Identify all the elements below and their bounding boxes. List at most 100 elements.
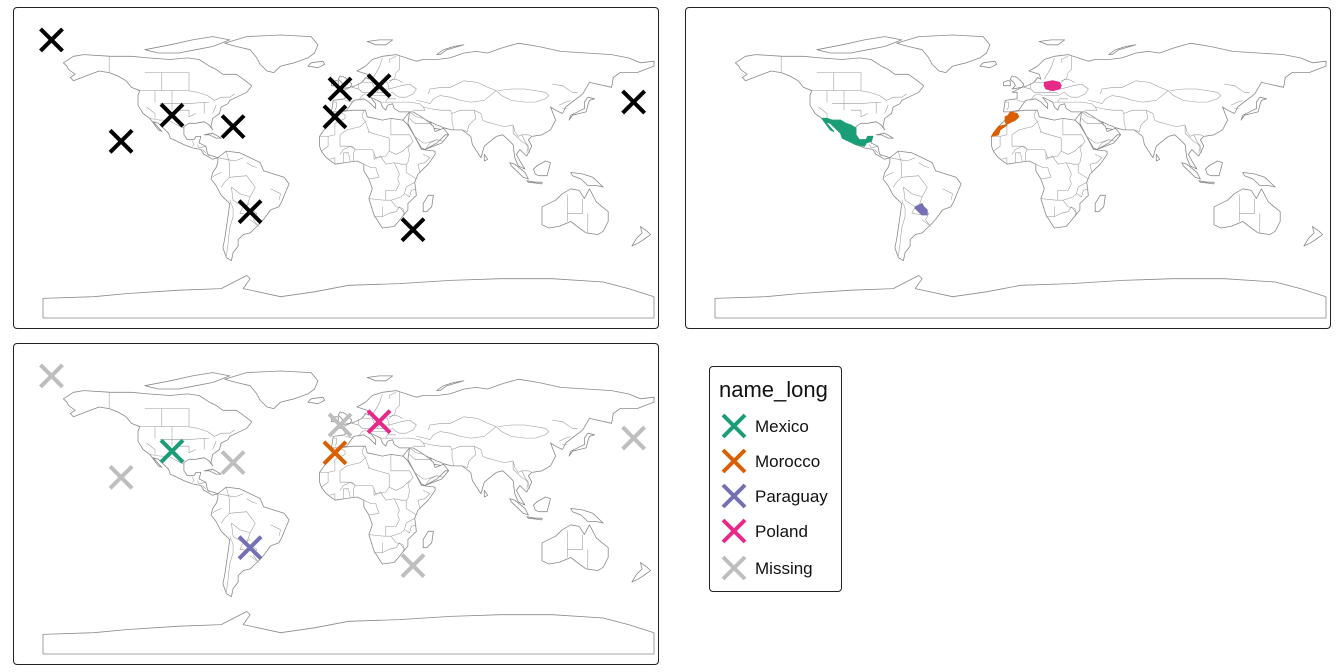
country-border bbox=[394, 162, 400, 184]
country-border bbox=[884, 105, 889, 114]
country-border bbox=[1066, 162, 1072, 184]
country-border bbox=[1005, 101, 1009, 111]
legend-mexico-cross-icon bbox=[721, 413, 747, 439]
country-border bbox=[144, 72, 190, 91]
country-border bbox=[1064, 101, 1098, 111]
country-border bbox=[1023, 84, 1031, 90]
country-border bbox=[552, 419, 578, 429]
country-border bbox=[521, 470, 529, 489]
landmass-svalbard bbox=[366, 375, 393, 382]
country-border bbox=[358, 424, 371, 429]
country-border bbox=[319, 125, 336, 137]
landmass-southAmerica bbox=[210, 150, 290, 262]
country-border bbox=[1044, 91, 1069, 96]
country-border bbox=[231, 187, 251, 208]
country-border bbox=[192, 141, 195, 147]
country-border bbox=[832, 101, 882, 104]
legend-item-missing: Missing bbox=[718, 553, 838, 583]
landmass-newGuinea bbox=[570, 508, 604, 524]
country-border bbox=[389, 414, 403, 419]
country-border bbox=[363, 499, 380, 516]
country-border bbox=[202, 485, 207, 489]
landmass-iceland bbox=[979, 60, 998, 69]
landmass-japan bbox=[568, 96, 595, 121]
landmass-arcticIsles bbox=[816, 36, 903, 54]
country-border bbox=[389, 144, 410, 155]
legend-cross bbox=[721, 555, 747, 581]
country-border bbox=[424, 139, 444, 150]
country-border bbox=[552, 83, 578, 93]
landmass-svalbard bbox=[1038, 39, 1065, 46]
country-border bbox=[1057, 183, 1072, 201]
country-border bbox=[424, 475, 444, 486]
legend-poland-cross-icon bbox=[721, 518, 747, 544]
legend-cross bbox=[721, 483, 747, 509]
country-border bbox=[343, 488, 351, 499]
country-border bbox=[423, 106, 454, 130]
country-border bbox=[212, 508, 222, 514]
country-border bbox=[388, 56, 397, 63]
country-border bbox=[388, 392, 397, 399]
country-border bbox=[217, 157, 244, 162]
world-map-points bbox=[13, 7, 659, 329]
legend-cross bbox=[721, 518, 747, 544]
landmass-arcticIsles bbox=[144, 36, 231, 54]
country-border bbox=[496, 88, 550, 103]
point-marker bbox=[220, 114, 246, 140]
country-border bbox=[1030, 88, 1043, 93]
country-border bbox=[339, 145, 356, 155]
country-border bbox=[249, 219, 257, 226]
map-canvas bbox=[39, 27, 655, 319]
country-border bbox=[423, 442, 454, 466]
country-border bbox=[212, 105, 217, 114]
country-border bbox=[473, 109, 532, 137]
country-border bbox=[993, 136, 1001, 152]
country-border bbox=[1001, 157, 1008, 165]
country-border bbox=[1061, 78, 1075, 83]
country-border bbox=[389, 83, 417, 98]
country-border bbox=[339, 121, 390, 159]
legend-item-morocco: Morocco bbox=[718, 446, 838, 476]
country-border bbox=[405, 164, 417, 180]
landmass-borneo bbox=[1205, 160, 1223, 177]
country-border bbox=[389, 480, 410, 491]
landmass-newZealand bbox=[631, 562, 651, 583]
legend-label: Poland bbox=[755, 522, 808, 541]
landmass-borneo bbox=[533, 496, 551, 513]
country-border bbox=[416, 80, 497, 105]
landmass-sumatra bbox=[509, 498, 529, 516]
country-border bbox=[558, 100, 571, 106]
country-border bbox=[1061, 56, 1072, 82]
country-border bbox=[1095, 106, 1126, 130]
country-border bbox=[918, 162, 929, 168]
country-border bbox=[146, 106, 156, 119]
country-border bbox=[178, 445, 196, 454]
country-border bbox=[1045, 134, 1086, 165]
legend-label: Mexico bbox=[755, 417, 809, 436]
country-border bbox=[567, 531, 583, 550]
country-border bbox=[1096, 139, 1116, 150]
country-border bbox=[160, 437, 210, 440]
country-border bbox=[321, 136, 329, 152]
country-border bbox=[1230, 100, 1243, 106]
point-marker-mexico bbox=[159, 438, 185, 464]
country-border bbox=[1062, 118, 1082, 136]
country-border bbox=[226, 536, 234, 592]
country-morocco bbox=[990, 111, 1020, 138]
country-border bbox=[392, 101, 426, 111]
landmass-arcticIsles bbox=[144, 372, 231, 390]
country-border bbox=[473, 445, 532, 473]
country-border bbox=[372, 57, 383, 80]
country-border bbox=[1025, 149, 1028, 161]
country-border bbox=[333, 101, 337, 111]
landmass-ireland bbox=[1003, 80, 1011, 87]
country-border bbox=[1086, 136, 1109, 144]
landmass-africa bbox=[319, 445, 436, 565]
landmass-novaya bbox=[436, 380, 465, 391]
country-border bbox=[389, 56, 400, 82]
landmass-northAmerica bbox=[63, 390, 253, 496]
country-border bbox=[1052, 98, 1068, 103]
country-border bbox=[1193, 134, 1201, 153]
country-border bbox=[229, 511, 259, 563]
landmass-australia bbox=[541, 188, 609, 235]
